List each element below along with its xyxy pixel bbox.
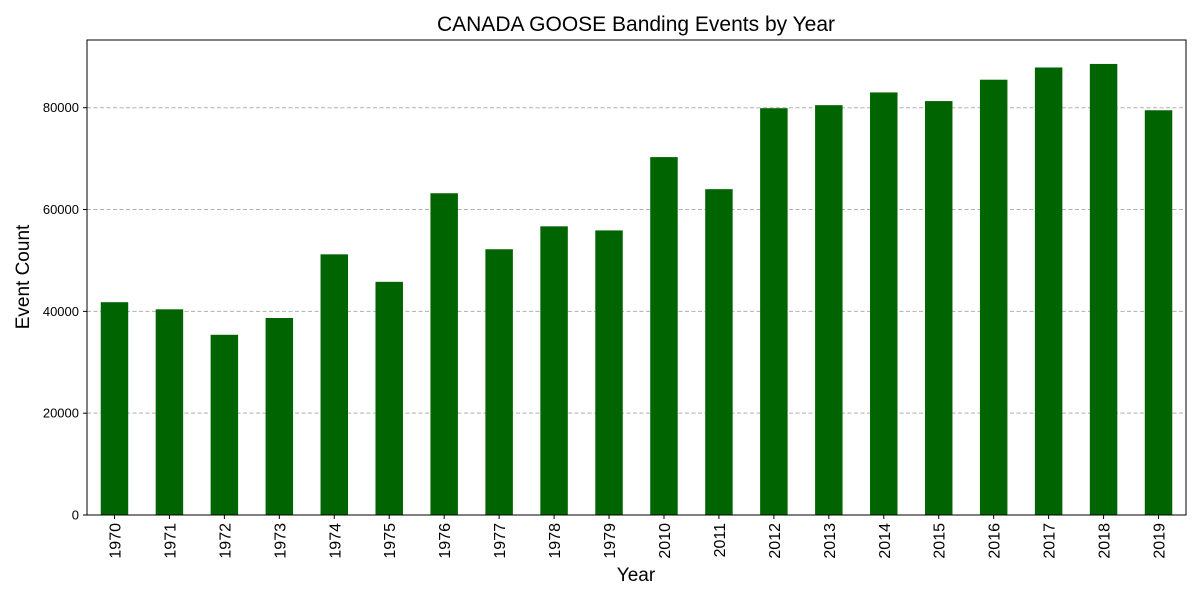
- x-tick-label: 2011: [712, 523, 729, 558]
- y-tick-label: 60000: [43, 202, 79, 217]
- bar-1978: [540, 226, 568, 515]
- x-tick-label: 1971: [162, 523, 179, 559]
- bar-2019: [1144, 110, 1173, 515]
- x-tick-label: 2018: [1097, 523, 1114, 559]
- x-tick-label: 1972: [217, 523, 234, 559]
- grid-lines: [87, 107, 1186, 414]
- x-tick-label: 2014: [877, 523, 894, 559]
- bars: [100, 63, 1173, 516]
- x-tick-label: 2019: [1152, 523, 1169, 559]
- x-axis-label: Year: [617, 565, 656, 586]
- x-tick-label: 2016: [987, 523, 1004, 559]
- y-axis-label: Event Count: [13, 224, 34, 329]
- bar-1973: [265, 317, 294, 515]
- y-tick-label: 0: [72, 508, 79, 523]
- bar-1976: [430, 193, 458, 515]
- bar-1971: [155, 309, 184, 515]
- y-tick-label: 80000: [43, 100, 79, 115]
- bar-1974: [320, 254, 349, 515]
- x-tick-label: 1979: [602, 523, 619, 559]
- x-tick-label: 2010: [657, 523, 674, 559]
- x-tick-label: 1977: [492, 523, 509, 559]
- y-axis-ticks: 0 20000 40000 60000 80000: [43, 100, 87, 523]
- chart-title: CANADA GOOSE Banding Events by Year: [437, 13, 835, 36]
- bar-2017: [1034, 67, 1063, 516]
- bar-2010: [650, 157, 678, 515]
- x-tick-label: 2015: [932, 523, 949, 559]
- bar-2012: [760, 108, 788, 515]
- bar-1979: [595, 230, 623, 515]
- bar-2016: [979, 79, 1008, 516]
- x-tick-label: 1975: [382, 523, 399, 559]
- bar-1977: [485, 249, 513, 515]
- bar-1972: [210, 334, 239, 515]
- bar-2011: [705, 189, 733, 515]
- bar-2013: [815, 105, 843, 515]
- bar-2014: [870, 92, 898, 516]
- bar-1975: [375, 281, 403, 515]
- bar-2018: [1089, 63, 1118, 515]
- x-tick-label: 2017: [1042, 523, 1059, 559]
- x-tick-label: 1978: [547, 523, 564, 559]
- x-tick-label: 1970: [107, 523, 124, 559]
- bar-1970: [100, 302, 129, 515]
- bar-2015: [924, 101, 953, 515]
- y-tick-label: 40000: [43, 304, 79, 319]
- x-tick-label: 2012: [767, 523, 784, 559]
- plot-frame: [86, 39, 1187, 516]
- x-tick-label: 2013: [822, 523, 839, 559]
- x-tick-label: 1973: [272, 523, 289, 559]
- x-axis-ticks: 1970 1971 1972 1973 1974 1975 1976 1977 1978 1979…: [107, 515, 1169, 559]
- x-tick-label: 1976: [437, 523, 454, 559]
- x-tick-label: 1974: [327, 523, 344, 559]
- y-tick-label: 20000: [43, 406, 79, 421]
